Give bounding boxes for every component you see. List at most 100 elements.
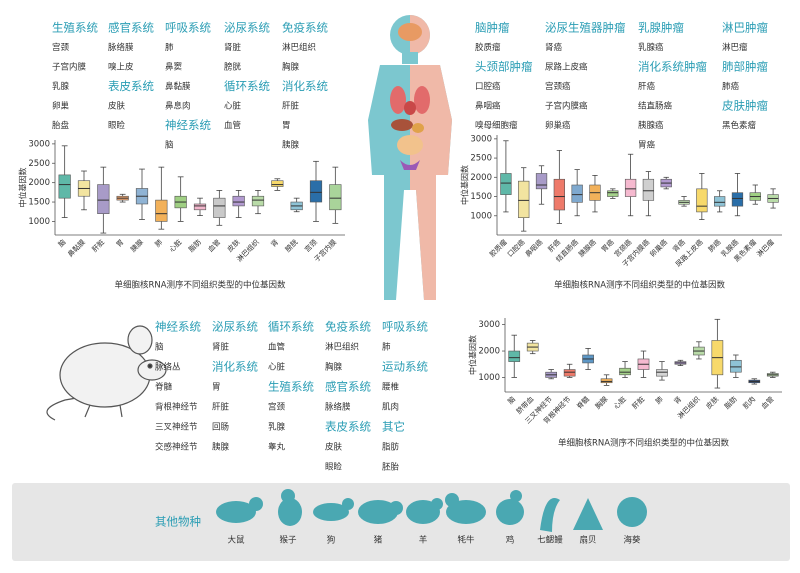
y-axis-label: 中位基因数 [468,335,478,375]
group-item: 交感神经节 [155,442,198,453]
group-item: 黑色素瘤 [722,120,757,131]
y-tick-label: 1000 [470,211,492,221]
group-title: 运动系统 [382,360,428,374]
group-item: 心脏 [224,101,242,112]
group-item: 睾丸 [268,442,286,453]
species-icons [216,489,647,532]
box [642,178,655,201]
group-item: 脑 [155,342,164,353]
box [696,188,708,213]
x-tick-label: 胰腺癌 [577,237,598,258]
x-tick-label: 胃 [115,238,126,249]
group-item: 脊髓 [155,382,173,393]
group-item: 宫颈 [268,402,286,413]
box [251,195,265,207]
species-label: 狗 [327,535,336,546]
x-tick-label: 肝脏 [90,237,106,253]
group-title: 呼吸系统 [165,21,211,35]
group-item: 胰腺 [282,140,300,151]
group-item: 肾癌 [545,42,563,53]
group-title: 乳腺肿瘤 [638,21,684,35]
group-item: 肌肉 [382,402,399,413]
group-title: 头颈部肿瘤 [475,60,533,74]
group-item: 肾脏 [212,342,230,353]
species-band [12,483,790,561]
group-title: 消化系统 [212,360,258,374]
x-tick-label: 胶质瘤 [488,237,509,258]
x-tick-label: 脂肪 [187,237,203,253]
box [624,178,637,197]
group-item: 脉络丛 [155,362,181,373]
group-item: 鼻窦 [165,62,182,73]
group-item: 肺 [382,343,391,353]
group-title: 泌尿系统 [212,320,258,334]
box [232,195,245,207]
group-item: 子宫内膜癌 [545,101,588,112]
group-title: 泌尿生殖器肿瘤 [545,21,626,35]
group-item: 子宫内膜 [52,62,87,73]
y-tick-label: 1500 [28,198,50,208]
x-tick-label: 血管 [759,394,775,410]
x-tick-label: 肺 [154,238,165,249]
group-title: 肺部肿瘤 [722,60,768,74]
group-item: 胃 [212,383,221,393]
box [731,192,744,207]
group-item: 胸腺 [325,362,343,373]
x-tick-label: 膀胱 [283,237,299,253]
y-tick-label: 3000 [28,139,50,149]
group-item: 脉络膜 [108,42,134,53]
group-item: 胃癌 [638,140,656,151]
group-item: 血管 [268,342,285,353]
box [600,378,613,384]
x-tick-label: 胃癌 [599,237,615,253]
species-label: 鸡 [506,535,515,546]
group-item: 淋巴组织 [282,42,316,53]
group-title: 泌尿系统 [224,21,270,35]
box [97,184,110,214]
x-tick-label: 卵巢癌 [648,237,669,258]
group-item: 鼻黏膜 [165,81,191,92]
group-item: 口腔癌 [475,81,501,92]
group-item: 宫颈 [52,42,70,53]
x-tick-label: 肺 [654,395,665,406]
x-tick-label: 肾 [269,237,280,248]
group-item: 淋巴瘤 [722,42,748,53]
x-tick-label: 胸腺 [593,394,609,410]
group-item: 乳腺 [52,81,70,92]
group-title: 消化系统肿瘤 [638,60,707,74]
box [553,178,565,211]
species-label: 猴子 [279,535,297,546]
box [619,367,631,376]
x-tick-label: 脂肪 [722,394,738,410]
box [508,350,521,362]
x-tick-label: 肾癌 [671,237,687,253]
x-tick-label: 皮肤 [704,394,720,410]
group-item: 嗅母细胞瘤 [475,120,518,131]
group-item: 嗅上皮 [108,62,134,73]
group-item: 乳腺 [268,422,286,433]
group-title: 神经系统 [155,320,201,334]
x-axis-label: 单细胞核RNA测序不同组织类型的中位基因数 [114,280,286,291]
group-item: 乳腺癌 [638,42,664,53]
x-tick-label: 肝癌 [546,237,562,253]
group-title: 皮肤肿瘤 [722,99,768,113]
group-title: 淋巴肿瘤 [722,21,768,35]
box [535,173,548,190]
group-title: 其它 [382,420,405,434]
box [309,180,323,203]
box [500,173,512,195]
x-tick-label: 淋巴瘤 [755,237,776,258]
box [155,199,168,222]
group-item: 鼻息肉 [165,101,191,112]
group-title: 消化系统 [282,79,328,93]
species-label: 扇贝 [579,535,596,546]
group-item: 鼻咽癌 [475,101,501,112]
group-item: 背根神经节 [155,402,198,413]
group-item: 三叉神经节 [155,422,198,433]
group-title: 生殖系统 [52,21,98,35]
group-item: 脉络膜 [325,402,351,413]
group-item: 回肠 [212,423,229,433]
group-item: 皮肤 [325,442,343,453]
group-item: 血管 [224,120,241,131]
species-label: 猪 [374,535,383,546]
